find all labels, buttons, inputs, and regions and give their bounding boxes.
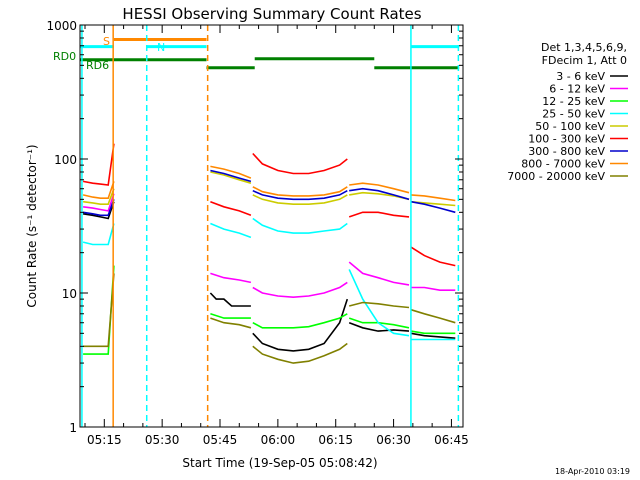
flag-label-n: N [157,41,165,54]
series-line-7000-20000-kev-0 [83,273,115,348]
flag-bars [80,25,460,427]
series-line-6-12-kev-1 [210,272,252,284]
series-lines [82,143,456,364]
series-line-50-100-kev-2 [252,194,348,205]
y-tick-label-1: 10 [62,287,77,301]
series-line-12-25-kev-2 [252,313,348,329]
flag-label-s: S [103,35,110,48]
series-line-25-50-kev-1 [210,222,252,239]
legend-header-2: FDecim 1, Att 0 [542,54,627,67]
legend-label-25-50-kev: 25 - 50 keV [542,108,605,121]
x-tick-label-0: 05:15 [87,433,122,447]
series-line-6-12-kev-0 [82,193,115,212]
series-line-25-50-kev-2 [252,217,348,234]
series-line-6-12-kev-3 [348,261,410,286]
chart-title: HESSI Observing Summary Count Rates [122,5,421,23]
series-line-300-800-kev-2 [252,189,348,201]
x-ticks: 05:15 05:30 05:45 06:00 06:15 06:30 06:45 [84,25,469,447]
series-line-7000-20000-kev-3 [348,301,410,309]
legend-label-100-300-kev: 100 - 300 keV [528,133,605,146]
y-axis-label: Count Rate (s⁻¹ detector⁻¹) [25,144,39,307]
flag-label-rd0: RD0 [53,50,76,63]
series-line-3-6-kev-0 [82,201,115,220]
series-line-12-25-kev-1 [210,313,251,319]
series-line-7000-20000-kev-2 [252,342,348,364]
x-tick-label-3: 06:00 [261,433,296,447]
series-line-6-12-kev-2 [252,281,348,299]
plot-frame [79,24,464,428]
series-line-300-800-kev-3 [349,187,410,201]
legend-label-300-800-kev: 300 - 800 keV [528,145,605,158]
y-tick-label-3: 1000 [46,19,77,33]
x-axis-label: Start Time (19-Sep-05 05:08:42) [182,456,377,470]
legend-label-50-100-kev: 50 - 100 keV [535,120,605,133]
series-line-3-6-kev-3 [348,321,410,332]
series-line-3-6-kev-1 [209,292,251,307]
flag-label-rd6: RD6 [86,59,109,72]
x-tick-label-1: 05:30 [145,433,180,447]
legend-label-3-6-kev: 3 - 6 keV [556,70,605,83]
series-line-100-300-kev-0 [82,143,115,186]
timestamp: 18-Apr-2010 03:19 [555,467,630,476]
series-line-3-6-kev-4 [410,332,456,339]
series-line-300-800-kev-1 [210,169,252,183]
series-line-12-25-kev-4 [410,330,456,335]
series-line-25-50-kev-3 [348,269,410,337]
series-line-800-7000-kev-0 [82,181,115,199]
series-line-100-300-kev-4 [410,246,456,267]
series-line-800-7000-kev-2 [252,186,348,197]
x-tick-label-4: 06:15 [318,433,353,447]
series-line-100-300-kev-2 [252,152,348,175]
series-line-50-100-kev-0 [83,188,115,205]
y-tick-label-2: 100 [54,153,77,167]
series-line-7000-20000-kev-1 [210,317,252,329]
legend-label-6-12-kev: 6 - 12 keV [549,83,605,96]
legend-label-7000-20000-kev: 7000 - 20000 keV [507,170,605,183]
series-line-800-7000-kev-4 [410,194,456,202]
x-tick-label-6: 06:45 [434,433,469,447]
series-line-6-12-kev-4 [410,286,456,292]
series-line-800-7000-kev-1 [210,165,252,179]
series-line-300-800-kev-4 [410,200,456,214]
legend-label-12-25-kev: 12 - 25 keV [542,95,605,108]
y-ticks: 1 10 100 1000 [46,19,463,435]
series-line-7000-20000-kev-4 [410,308,456,324]
series-line-100-300-kev-3 [348,211,410,218]
y-tick-label-0: 1 [69,421,77,435]
series-line-300-800-kev-0 [82,199,115,217]
series-line-25-50-kev-0 [82,223,115,246]
x-tick-label-2: 05:45 [203,433,238,447]
series-line-50-100-kev-1 [210,171,252,184]
legend-label-800-7000-kev: 800 - 7000 keV [521,158,605,171]
series-line-3-6-kev-2 [252,298,349,352]
series-line-100-300-kev-1 [210,200,252,217]
legend-header-1: Det 1,3,4,5,6,9, [541,41,627,54]
series-line-800-7000-kev-3 [349,182,410,194]
x-tick-label-5: 06:30 [376,433,411,447]
